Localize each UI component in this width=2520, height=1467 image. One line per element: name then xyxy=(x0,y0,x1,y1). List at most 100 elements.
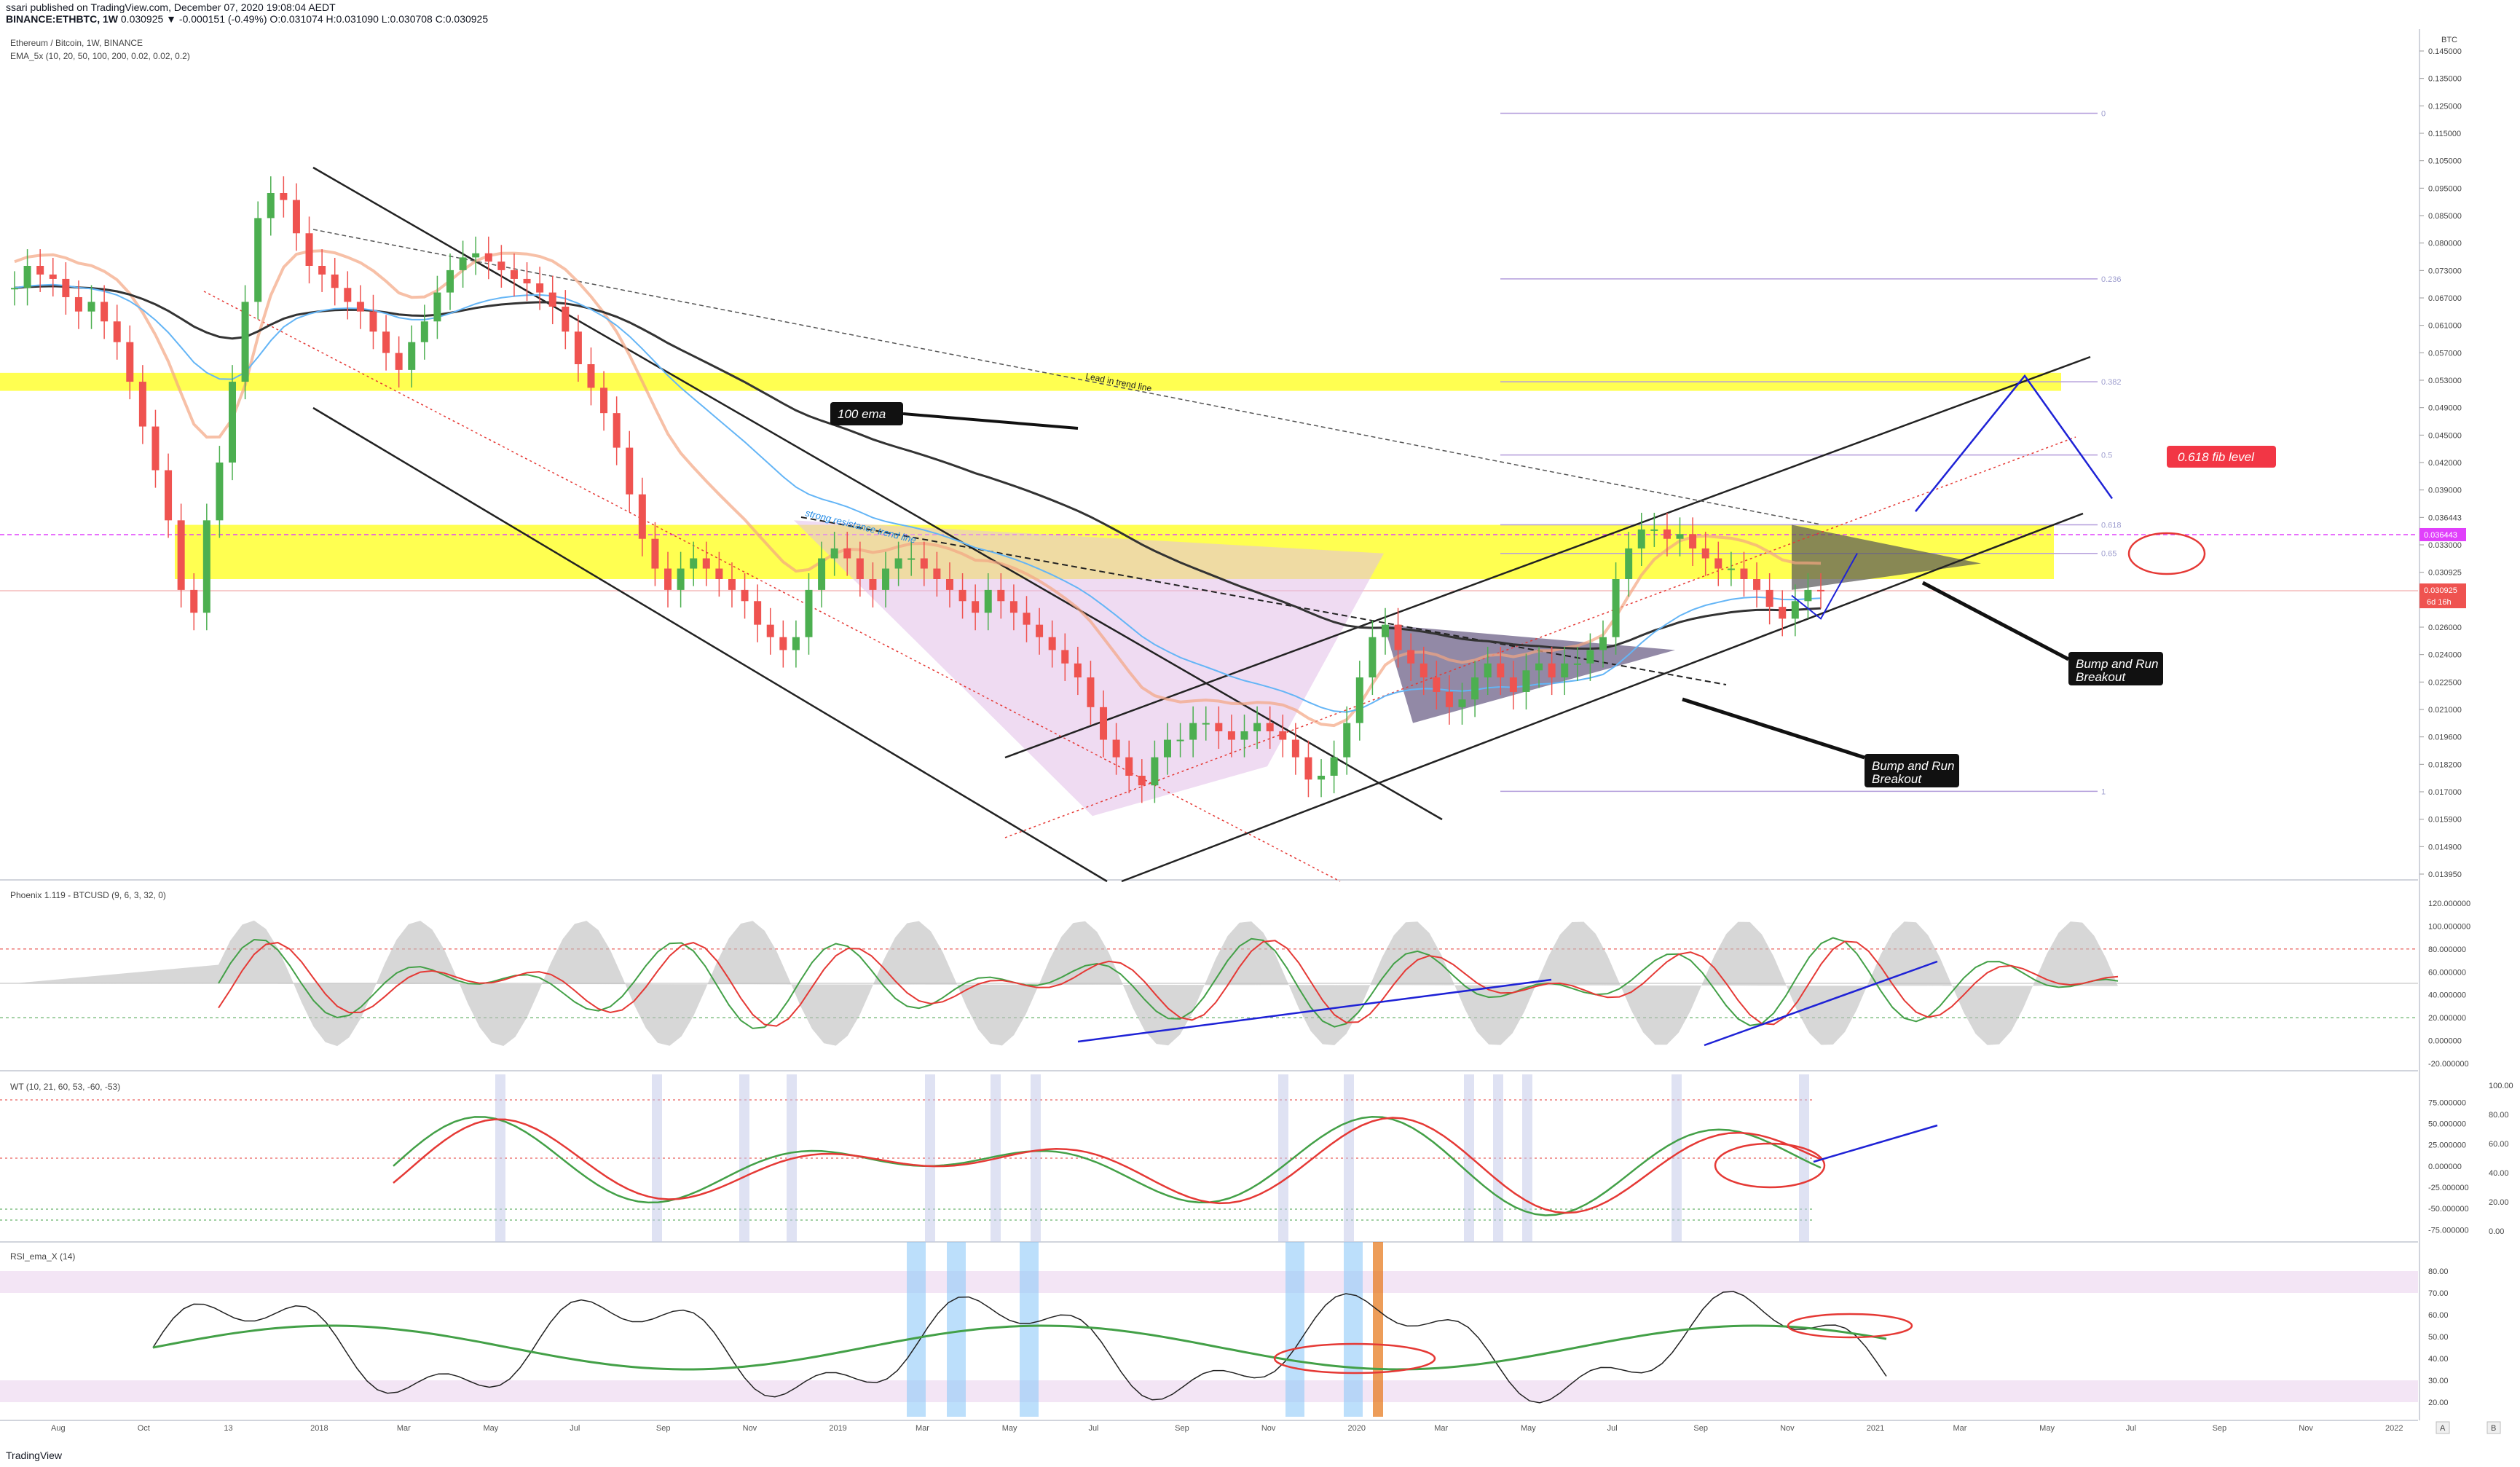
candle-body xyxy=(331,274,339,288)
candle-body xyxy=(113,321,121,342)
price-tick-label: 0.095000 xyxy=(2428,184,2462,193)
wt-signal-bar xyxy=(1464,1074,1474,1242)
candle-body xyxy=(1036,624,1044,637)
rsi-signal-bar xyxy=(1344,1242,1363,1417)
rsi-axis-label: 60.00 xyxy=(2428,1311,2449,1320)
time-axis-label: 2020 xyxy=(1348,1424,1366,1433)
rsi-signal-bar xyxy=(907,1242,926,1417)
time-axis-label: Mar xyxy=(916,1424,929,1433)
candle-body xyxy=(459,257,467,270)
phoenix-histogram xyxy=(15,920,2118,1047)
tradingview-logo[interactable]: TradingView xyxy=(6,1450,63,1461)
candle-body xyxy=(1381,624,1389,637)
time-axis-label: Mar xyxy=(1953,1424,1966,1433)
time-axis-label: Jul xyxy=(570,1424,580,1433)
candle-body xyxy=(1369,637,1377,677)
candle-body xyxy=(1445,691,1453,707)
candle-body xyxy=(138,382,146,427)
candle-body xyxy=(49,274,57,279)
rsi-axis-label: 80.00 xyxy=(2428,1267,2449,1276)
price-tick-label: 0.125000 xyxy=(2428,102,2462,111)
candle-body xyxy=(1689,534,1697,548)
candle-body xyxy=(318,265,326,275)
wt-signal-bar xyxy=(739,1074,749,1242)
price-tick-label: 0.085000 xyxy=(2428,212,2462,221)
price-tick-label: 0.036443 xyxy=(2428,514,2462,522)
candle-body xyxy=(484,253,492,262)
candle-body xyxy=(1125,757,1133,776)
fib-label: 0.382 xyxy=(2101,378,2122,387)
candle-body xyxy=(1458,699,1466,707)
symbol-label: BINANCE:ETHBTC, 1W xyxy=(6,13,118,25)
candle-body xyxy=(216,463,224,521)
candle-body xyxy=(702,558,710,569)
candle-body xyxy=(1112,739,1120,758)
rsi-axis-label: 70.00 xyxy=(2428,1289,2449,1298)
axis-button-label: A xyxy=(2440,1424,2446,1433)
candle-body xyxy=(1573,663,1581,665)
price-tick-label: 0.033000 xyxy=(2428,541,2462,550)
bump-run-callout-1-text: Bump and Run xyxy=(2076,657,2158,671)
candle-body xyxy=(1765,589,1773,607)
callout-pointer xyxy=(902,412,1079,430)
ascending-channel-bottom xyxy=(1121,512,2084,883)
price-tick-label: 0.045000 xyxy=(2428,431,2462,440)
ema-50-line xyxy=(14,283,1822,713)
candle-body xyxy=(1471,677,1479,700)
bump-run-callout-2-text: Breakout xyxy=(1872,772,1922,786)
candle-body xyxy=(36,265,44,275)
wt-highlight-circle xyxy=(1714,1142,1826,1189)
candle-body xyxy=(241,302,249,382)
candle-body xyxy=(408,342,416,370)
wt-signal-bar xyxy=(1493,1074,1503,1242)
rsi-axis-label: 50.00 xyxy=(2428,1333,2449,1342)
time-axis-label: Nov xyxy=(1261,1424,1276,1433)
candle-body xyxy=(1817,589,1824,591)
price-tick-label: 0.145000 xyxy=(2428,47,2462,56)
candle-body xyxy=(958,589,966,602)
candle-body xyxy=(305,233,313,266)
candle-body xyxy=(395,353,403,370)
candles xyxy=(11,176,1824,803)
candle-body xyxy=(1189,723,1197,740)
phoenix-axis-label: 120.000000 xyxy=(2428,900,2470,908)
wt-fast-line xyxy=(393,1115,1822,1216)
phoenix-projection-arrow xyxy=(1704,960,1938,1047)
bump-run-callout-1-text: Breakout xyxy=(2076,670,2126,684)
time-axis-label: Aug xyxy=(51,1424,66,1433)
rsi-axis-label: 30.00 xyxy=(2428,1377,2449,1385)
time-axis-label: Jul xyxy=(1088,1424,1098,1433)
candle-body xyxy=(574,331,582,364)
price-tick-label: 0.042000 xyxy=(2428,459,2462,468)
candle-body xyxy=(1304,757,1312,780)
wt-signal-bar xyxy=(495,1074,505,1242)
candle-body xyxy=(1586,650,1594,664)
candle-body xyxy=(1100,707,1108,740)
candle-body xyxy=(600,388,608,414)
candle-body xyxy=(1279,731,1287,740)
wt-signal-bar xyxy=(1031,1074,1041,1242)
wt-axis-label: -75.000000 xyxy=(2428,1226,2469,1235)
candle-body xyxy=(1355,677,1363,723)
candle-body xyxy=(472,253,480,258)
time-axis-label: Sep xyxy=(1693,1424,1708,1433)
phoenix-slow-line xyxy=(218,940,2119,1027)
red-dotted-line-2 xyxy=(1004,436,2076,838)
price-tick-label: 0.080000 xyxy=(2428,240,2462,248)
resistance-trend-line xyxy=(800,516,1727,685)
time-axis-label: Jul xyxy=(1607,1424,1618,1433)
fib-label: 0.5 xyxy=(2101,452,2112,460)
ema-legend: EMA_5x (10, 20, 50, 100, 200, 0.02, 0.02… xyxy=(10,51,190,61)
price-tick-label: 0.015900 xyxy=(2428,816,2462,825)
candle-body xyxy=(1253,723,1261,731)
candle-body xyxy=(1484,663,1492,677)
wt-legend: WT (10, 21, 60, 53, -60, -53) xyxy=(10,1082,121,1092)
rsi-signal-bar xyxy=(1020,1242,1039,1417)
wt-slow-line xyxy=(393,1117,1822,1214)
fib-level-callout xyxy=(2167,446,2276,468)
candle-body xyxy=(933,568,941,579)
candle-body xyxy=(1676,534,1684,539)
candle-body xyxy=(1151,757,1159,786)
candle-body xyxy=(433,292,441,322)
